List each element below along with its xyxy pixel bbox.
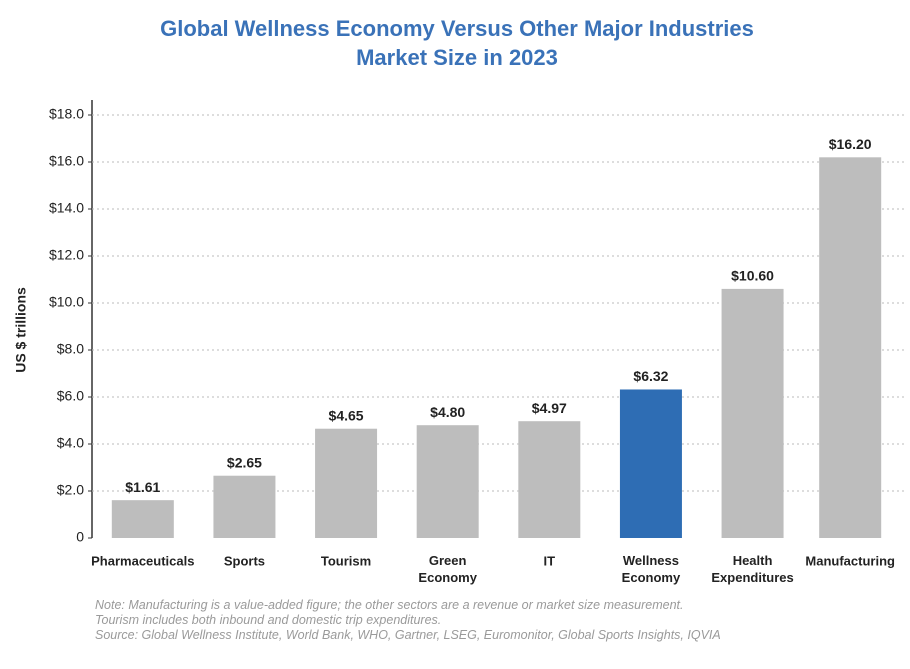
chart: Global Wellness Economy Versus Other Maj…	[13, 16, 905, 585]
y-tick-label: $12.0	[49, 247, 84, 263]
value-label: $4.97	[532, 400, 567, 416]
bar	[111, 500, 174, 538]
chart-title: Market Size in 2023	[356, 45, 558, 70]
value-label: $4.65	[329, 407, 364, 423]
x-tick-label: Manufacturing	[805, 553, 895, 568]
bar	[315, 428, 378, 538]
y-tick-label: $16.0	[49, 153, 84, 169]
x-tick-label: IT	[544, 553, 556, 568]
y-axis-label: US $ trillions	[13, 287, 29, 373]
bar	[619, 389, 682, 538]
bar	[518, 421, 581, 538]
x-tick-label: Sports	[224, 553, 265, 568]
x-tick-label: Tourism	[321, 553, 371, 568]
bar	[819, 157, 882, 539]
note: Source: Global Wellness Institute, World…	[95, 628, 721, 642]
notes: Note: Manufacturing is a value-added fig…	[95, 598, 885, 643]
y-tick-label: $18.0	[49, 106, 84, 122]
x-tick-label: Pharmaceuticals	[91, 553, 194, 568]
value-label: $16.20	[829, 136, 872, 152]
chart-title: Global Wellness Economy Versus Other Maj…	[160, 16, 754, 41]
bar	[213, 475, 276, 538]
value-label: $2.65	[227, 454, 262, 470]
y-tick-label: 0	[76, 529, 84, 545]
y-tick-label: $4.0	[57, 435, 84, 451]
y-tick-label: $14.0	[49, 200, 84, 216]
value-label: $10.60	[731, 268, 774, 284]
bar	[721, 288, 784, 538]
x-tick-label: Green Economy	[418, 553, 477, 585]
note: Tourism includes both inbound and domest…	[95, 613, 442, 627]
y-tick-label: $10.0	[49, 294, 84, 310]
x-tick-label: Health Expenditures	[711, 553, 793, 585]
y-tick-label: $6.0	[57, 388, 84, 404]
y-tick-label: $8.0	[57, 341, 84, 357]
note: Note: Manufacturing is a value-added fig…	[95, 598, 684, 612]
value-label: $6.32	[633, 368, 668, 384]
value-label: $1.61	[125, 479, 160, 495]
y-tick-label: $2.0	[57, 482, 84, 498]
bar	[416, 425, 479, 538]
value-label: $4.80	[430, 404, 465, 420]
x-tick-label: Wellness Economy	[622, 553, 681, 585]
